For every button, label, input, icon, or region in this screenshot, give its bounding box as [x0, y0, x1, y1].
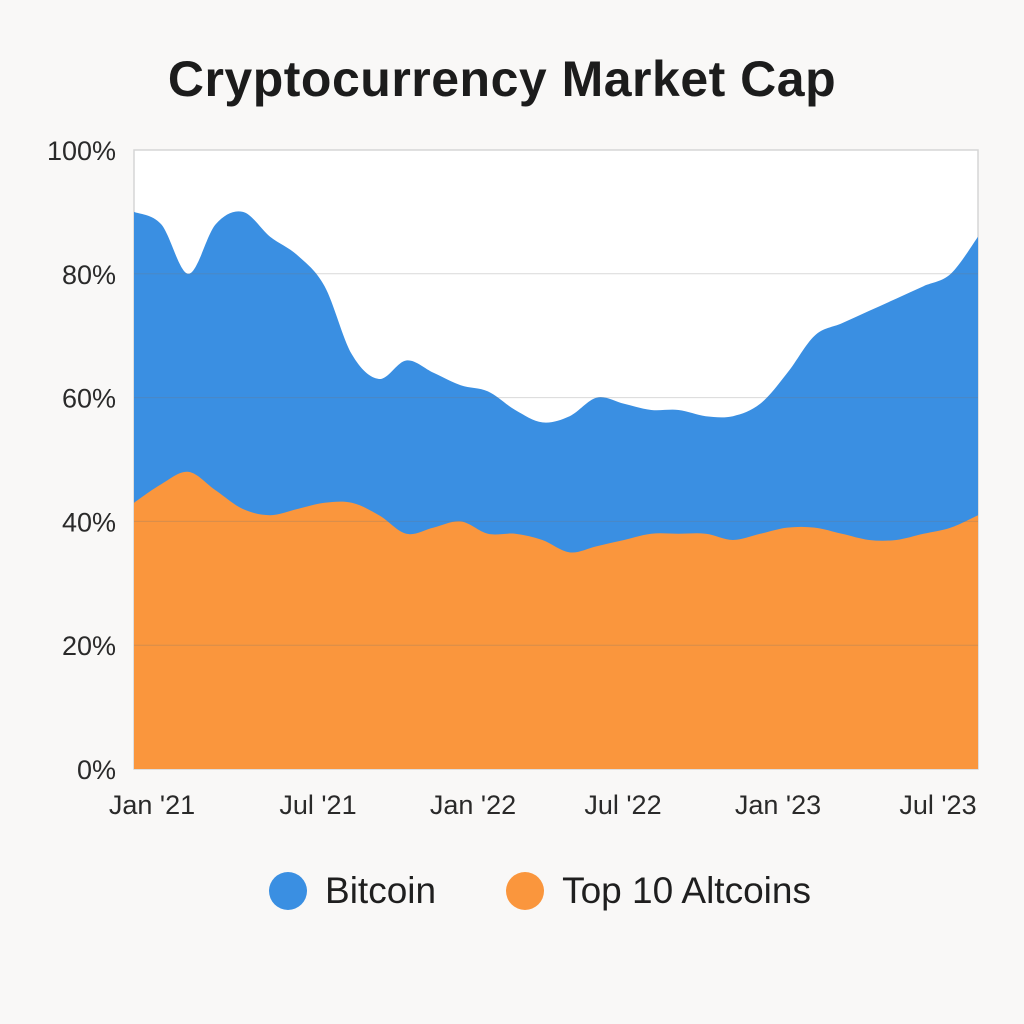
x-tick-label: Jul '21	[279, 790, 356, 820]
x-tick-label: Jan '22	[430, 790, 516, 820]
x-tick-label: Jan '21	[109, 790, 195, 820]
y-tick-label: 100%	[47, 136, 116, 166]
area-top-10-altcoins	[134, 471, 978, 769]
chart-title: Cryptocurrency Market Cap	[167, 51, 837, 107]
y-tick-label: 60%	[62, 384, 116, 414]
y-tick-label: 80%	[62, 260, 116, 290]
legend-swatch-top-10-altcoins	[506, 872, 545, 910]
x-tick-label: Jul '23	[899, 790, 976, 820]
y-tick-label: 40%	[62, 507, 116, 537]
y-tick-label: 20%	[62, 631, 116, 661]
x-tick-label: Jul '22	[584, 790, 661, 820]
chart-legend: Bitcoin Top 10 Altcoins	[0, 870, 1024, 912]
legend-item-top-10-altcoins: Top 10 Altcoins	[506, 870, 811, 912]
y-tick-label: 0%	[77, 755, 116, 785]
legend-swatch-bitcoin	[269, 872, 308, 910]
legend-label-bitcoin: Bitcoin	[325, 870, 437, 911]
x-tick-label: Jan '23	[735, 790, 821, 820]
legend-item-bitcoin: Bitcoin	[269, 870, 436, 912]
legend-label-top-10-altcoins: Top 10 Altcoins	[562, 870, 811, 911]
